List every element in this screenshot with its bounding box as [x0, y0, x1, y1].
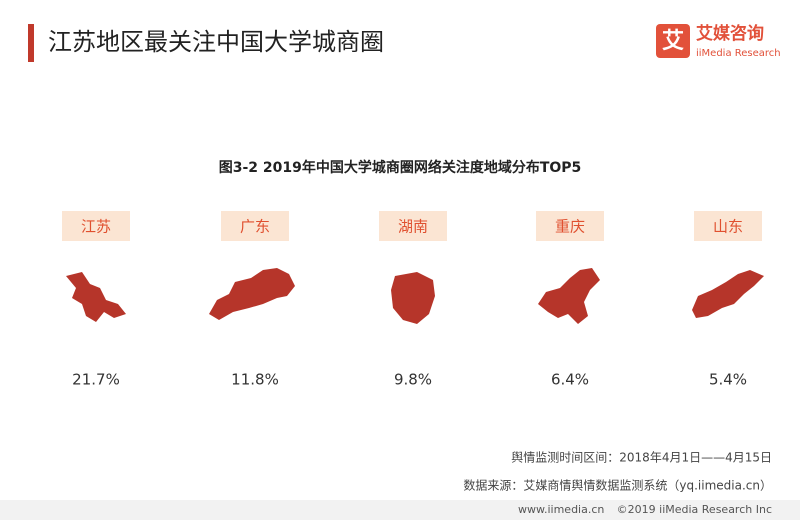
region-label-box [536, 211, 604, 241]
period: 舆情监测时间区间：2018年4月1日——4月15日 [511, 450, 772, 465]
region-label: 湖南 [398, 218, 428, 236]
region-label-box [221, 211, 289, 241]
region-label-box [62, 211, 130, 241]
figure-title: 图3-2 2019年中国大学城商圈网络关注度地域分布TOP5 [219, 159, 582, 176]
copyright: ©2019 iiMedia Research Inc [617, 503, 772, 516]
region-shape [692, 270, 764, 318]
region-share: 6.4% [551, 371, 589, 389]
slide-title: 江苏地区最关注中国大学城商圈 [48, 28, 384, 56]
region-share: 9.8% [394, 371, 432, 389]
region-label: 广东 [240, 218, 270, 236]
logo-icon: 艾 [662, 29, 684, 54]
logo-icon-box [656, 24, 690, 58]
region-shape [209, 268, 295, 320]
region-share: 11.8% [231, 371, 279, 389]
region-share: 21.7% [72, 371, 120, 389]
logo-name: 艾媒咨询 [696, 23, 764, 44]
region-shape [391, 272, 435, 324]
region-label-box [694, 211, 762, 241]
logo-sub: iiMedia Research [696, 48, 781, 59]
region-label: 重庆 [555, 218, 585, 236]
region-shape [66, 272, 126, 322]
region-shape [538, 268, 600, 324]
region-share: 5.4% [709, 371, 747, 389]
title-accent [28, 24, 34, 62]
source: 数据来源：艾媒商情舆情数据监测系统（yq.iimedia.cn） [463, 478, 772, 493]
region-label: 江苏 [81, 218, 111, 236]
items: 江苏 21.7% 广东 11.8% 湖南 9.8% 重庆 6.4% 山东 5.4% [62, 211, 764, 389]
region-label: 山东 [713, 218, 743, 236]
site: www.iimedia.cn [518, 503, 604, 516]
bottom-bar [0, 500, 800, 520]
region-label-box [379, 211, 447, 241]
